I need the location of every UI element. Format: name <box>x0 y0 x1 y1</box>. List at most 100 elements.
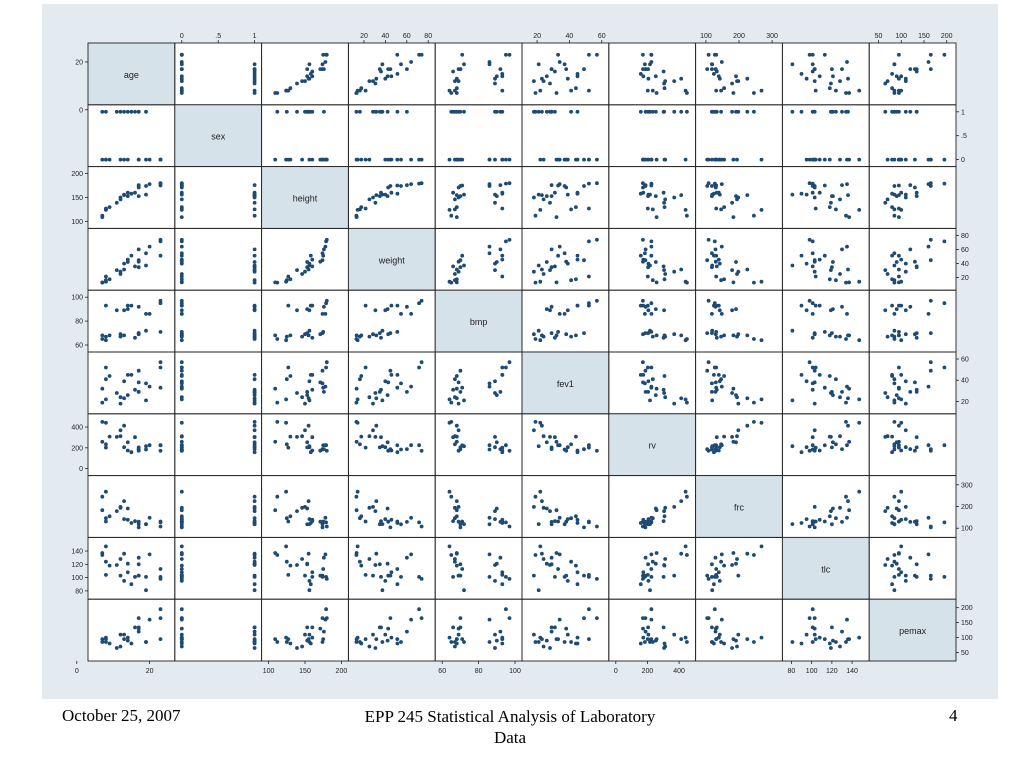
scatter-cell-bmp-vs-fev1 <box>532 298 599 343</box>
data-point-frc-sex-7 <box>252 509 257 513</box>
data-point-height-sex-2 <box>252 213 257 218</box>
data-point-frc-age-14 <box>129 521 134 525</box>
data-point-bmp-height-22 <box>323 312 328 316</box>
data-point-weight-bmp-21 <box>487 251 492 256</box>
data-point-fev1-rv-20 <box>648 398 652 403</box>
data-point-weight-tlc-21 <box>810 251 815 256</box>
data-point-tlc-height-21 <box>320 575 325 579</box>
data-point-rv-frc-23 <box>706 448 711 453</box>
y-tick-label-frc: 200 <box>961 504 973 511</box>
data-point-tlc-height-2 <box>275 553 280 557</box>
data-point-height-pemax-9 <box>885 197 890 202</box>
data-point-weight-age-18 <box>136 247 141 252</box>
data-point-bmp-height-24 <box>321 330 326 334</box>
data-point-bmp-fev1-7 <box>548 308 552 313</box>
data-point-bmp-tlc-18 <box>840 304 844 309</box>
data-point-tlc-age-19 <box>136 573 141 578</box>
data-point-weight-fev1-1 <box>554 280 559 285</box>
data-point-pemax-tlc-9 <box>838 644 842 649</box>
data-point-pemax-frc-25 <box>712 607 717 612</box>
data-point-frc-bmp-8 <box>456 505 461 509</box>
data-point-rv-fev1-2 <box>533 420 538 424</box>
data-point-age-fev1-5 <box>587 88 591 93</box>
data-point-bmp-fev1-24 <box>556 330 560 334</box>
data-point-height-age-12 <box>125 194 130 199</box>
data-point-weight-rv-8 <box>672 269 677 274</box>
data-point-pemax-frc-11 <box>717 632 722 637</box>
data-point-sex-height-18 <box>322 109 326 114</box>
data-point-tlc-fev1-14 <box>575 582 580 587</box>
data-point-weight-tlc-14 <box>799 253 804 258</box>
data-point-bmp-tlc-15 <box>810 335 815 340</box>
data-point-weight-age-20 <box>144 263 148 268</box>
y-tick-label-sex: 0 <box>961 157 965 164</box>
data-point-frc-height-17 <box>320 525 325 530</box>
data-point-sex-bmp-24 <box>460 157 465 162</box>
data-point-age-height-18 <box>322 67 326 71</box>
data-point-fev1-rv-8 <box>672 401 677 406</box>
data-point-rv-height-7 <box>295 435 299 439</box>
data-point-age-pemax-5 <box>897 88 901 93</box>
data-point-fev1-weight-1 <box>354 386 359 391</box>
data-point-frc-pemax-25 <box>942 520 947 525</box>
data-point-tlc-frc-20 <box>710 588 715 593</box>
data-point-bmp-frc-25 <box>712 301 717 306</box>
data-point-frc-fev1-7 <box>548 509 552 513</box>
data-point-fev1-frc-25 <box>712 365 717 370</box>
data-point-rv-pemax-14 <box>890 450 894 455</box>
data-point-frc-fev1-14 <box>575 521 580 525</box>
data-point-frc-weight-25 <box>417 520 421 525</box>
data-point-rv-sex-12 <box>252 440 257 445</box>
data-point-age-weight-14 <box>395 72 400 76</box>
data-point-frc-sex-22 <box>179 515 184 520</box>
data-point-weight-frc-13 <box>716 257 721 262</box>
data-point-frc-weight-3 <box>355 489 360 494</box>
data-point-rv-weight-10 <box>374 423 379 428</box>
data-point-height-tlc-23 <box>807 181 812 186</box>
data-point-pemax-frc-16 <box>710 625 714 630</box>
data-point-rv-fev1-25 <box>587 443 591 448</box>
data-point-pemax-age-13 <box>125 635 130 640</box>
diagonal-cell-bmp <box>435 290 522 352</box>
y-tick-label-weight: 40 <box>961 261 969 268</box>
data-point-tlc-rv-18 <box>643 555 648 560</box>
data-point-height-pemax-11 <box>903 192 908 197</box>
y-tick-label-height: 150 <box>71 195 83 202</box>
data-point-frc-rv-3 <box>683 489 688 494</box>
data-point-rv-height-23 <box>324 448 329 453</box>
data-point-sex-weight-19 <box>386 157 391 162</box>
data-point-rv-tlc-22 <box>845 443 849 448</box>
data-point-bmp-rv-8 <box>672 332 677 337</box>
scatter-cell-height-vs-bmp <box>447 181 512 220</box>
data-point-weight-age-22 <box>147 244 152 249</box>
data-point-rv-height-4 <box>284 442 289 447</box>
data-point-pemax-tlc-21 <box>810 640 815 644</box>
data-point-fev1-pemax-21 <box>892 381 897 386</box>
data-point-bmp-pemax-6 <box>890 333 894 338</box>
data-point-age-fev1-11 <box>565 76 570 81</box>
data-point-rv-height-10 <box>306 423 311 428</box>
data-point-age-pemax-14 <box>890 72 894 76</box>
data-point-rv-tlc-8 <box>812 428 817 433</box>
data-point-bmp-pemax-24 <box>897 330 901 334</box>
scatter-cell-frc-vs-fev1 <box>532 489 599 530</box>
data-point-bmp-frc-12 <box>734 307 738 311</box>
data-point-pemax-age-19 <box>136 626 141 631</box>
data-point-pemax-age-5 <box>104 637 108 641</box>
data-point-bmp-age-15 <box>133 335 137 340</box>
data-point-pemax-age-23 <box>158 616 163 620</box>
data-point-height-frc-17 <box>705 184 710 188</box>
scatter-cell-bmp-vs-rv <box>638 298 689 343</box>
data-point-rv-bmp-22 <box>487 443 492 448</box>
data-point-rv-weight-3 <box>355 420 360 425</box>
data-point-age-rv-5 <box>645 88 650 93</box>
data-point-bmp-pemax-20 <box>892 328 897 333</box>
data-point-age-weight-24 <box>395 52 400 57</box>
data-point-height-weight-2 <box>354 213 359 218</box>
x-tick-label-fev1: 60 <box>598 33 606 40</box>
data-point-fev1-rv-18 <box>643 390 648 394</box>
data-point-sex-height-20 <box>307 109 312 114</box>
diagonal-cell-sex <box>174 104 262 167</box>
data-point-fev1-weight-5 <box>363 365 368 370</box>
data-point-weight-fev1-9 <box>541 272 546 276</box>
